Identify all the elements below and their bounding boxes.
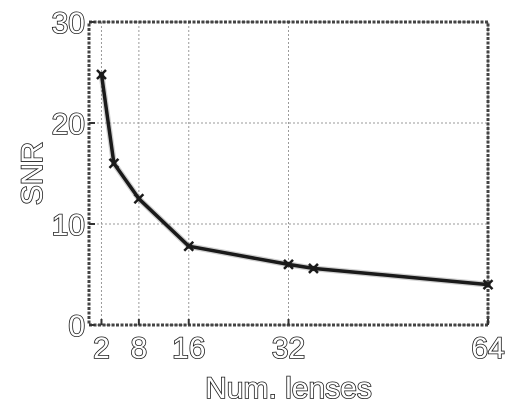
series-line-halo (102, 75, 489, 285)
x-tick-label: 8 (131, 332, 148, 365)
y-tick-label: 0 (68, 310, 85, 343)
x-axis-label: Num. lenses (205, 372, 372, 403)
x-tick-label: 32 (272, 332, 305, 365)
y-tick-label: 10 (52, 209, 85, 242)
data-point-dot (111, 161, 116, 166)
x-tick-label: 2 (93, 332, 110, 365)
data-point-dot (99, 72, 104, 77)
data-point-dot (311, 266, 316, 271)
y-tick-label: 30 (52, 7, 85, 40)
y-tick-label: 20 (52, 108, 85, 141)
x-tick-label: 16 (172, 332, 205, 365)
tick-labels: 28 16 32 64 0 10 20 30 (52, 7, 505, 365)
series-group (97, 70, 493, 289)
data-point-dot (286, 262, 291, 267)
x-tick-label: 64 (471, 332, 504, 365)
data-point-dot (186, 244, 191, 249)
series-line (102, 75, 489, 285)
data-point-dot (136, 196, 141, 201)
data-point-dot (486, 282, 491, 287)
y-axis-label: SNR (16, 142, 49, 205)
